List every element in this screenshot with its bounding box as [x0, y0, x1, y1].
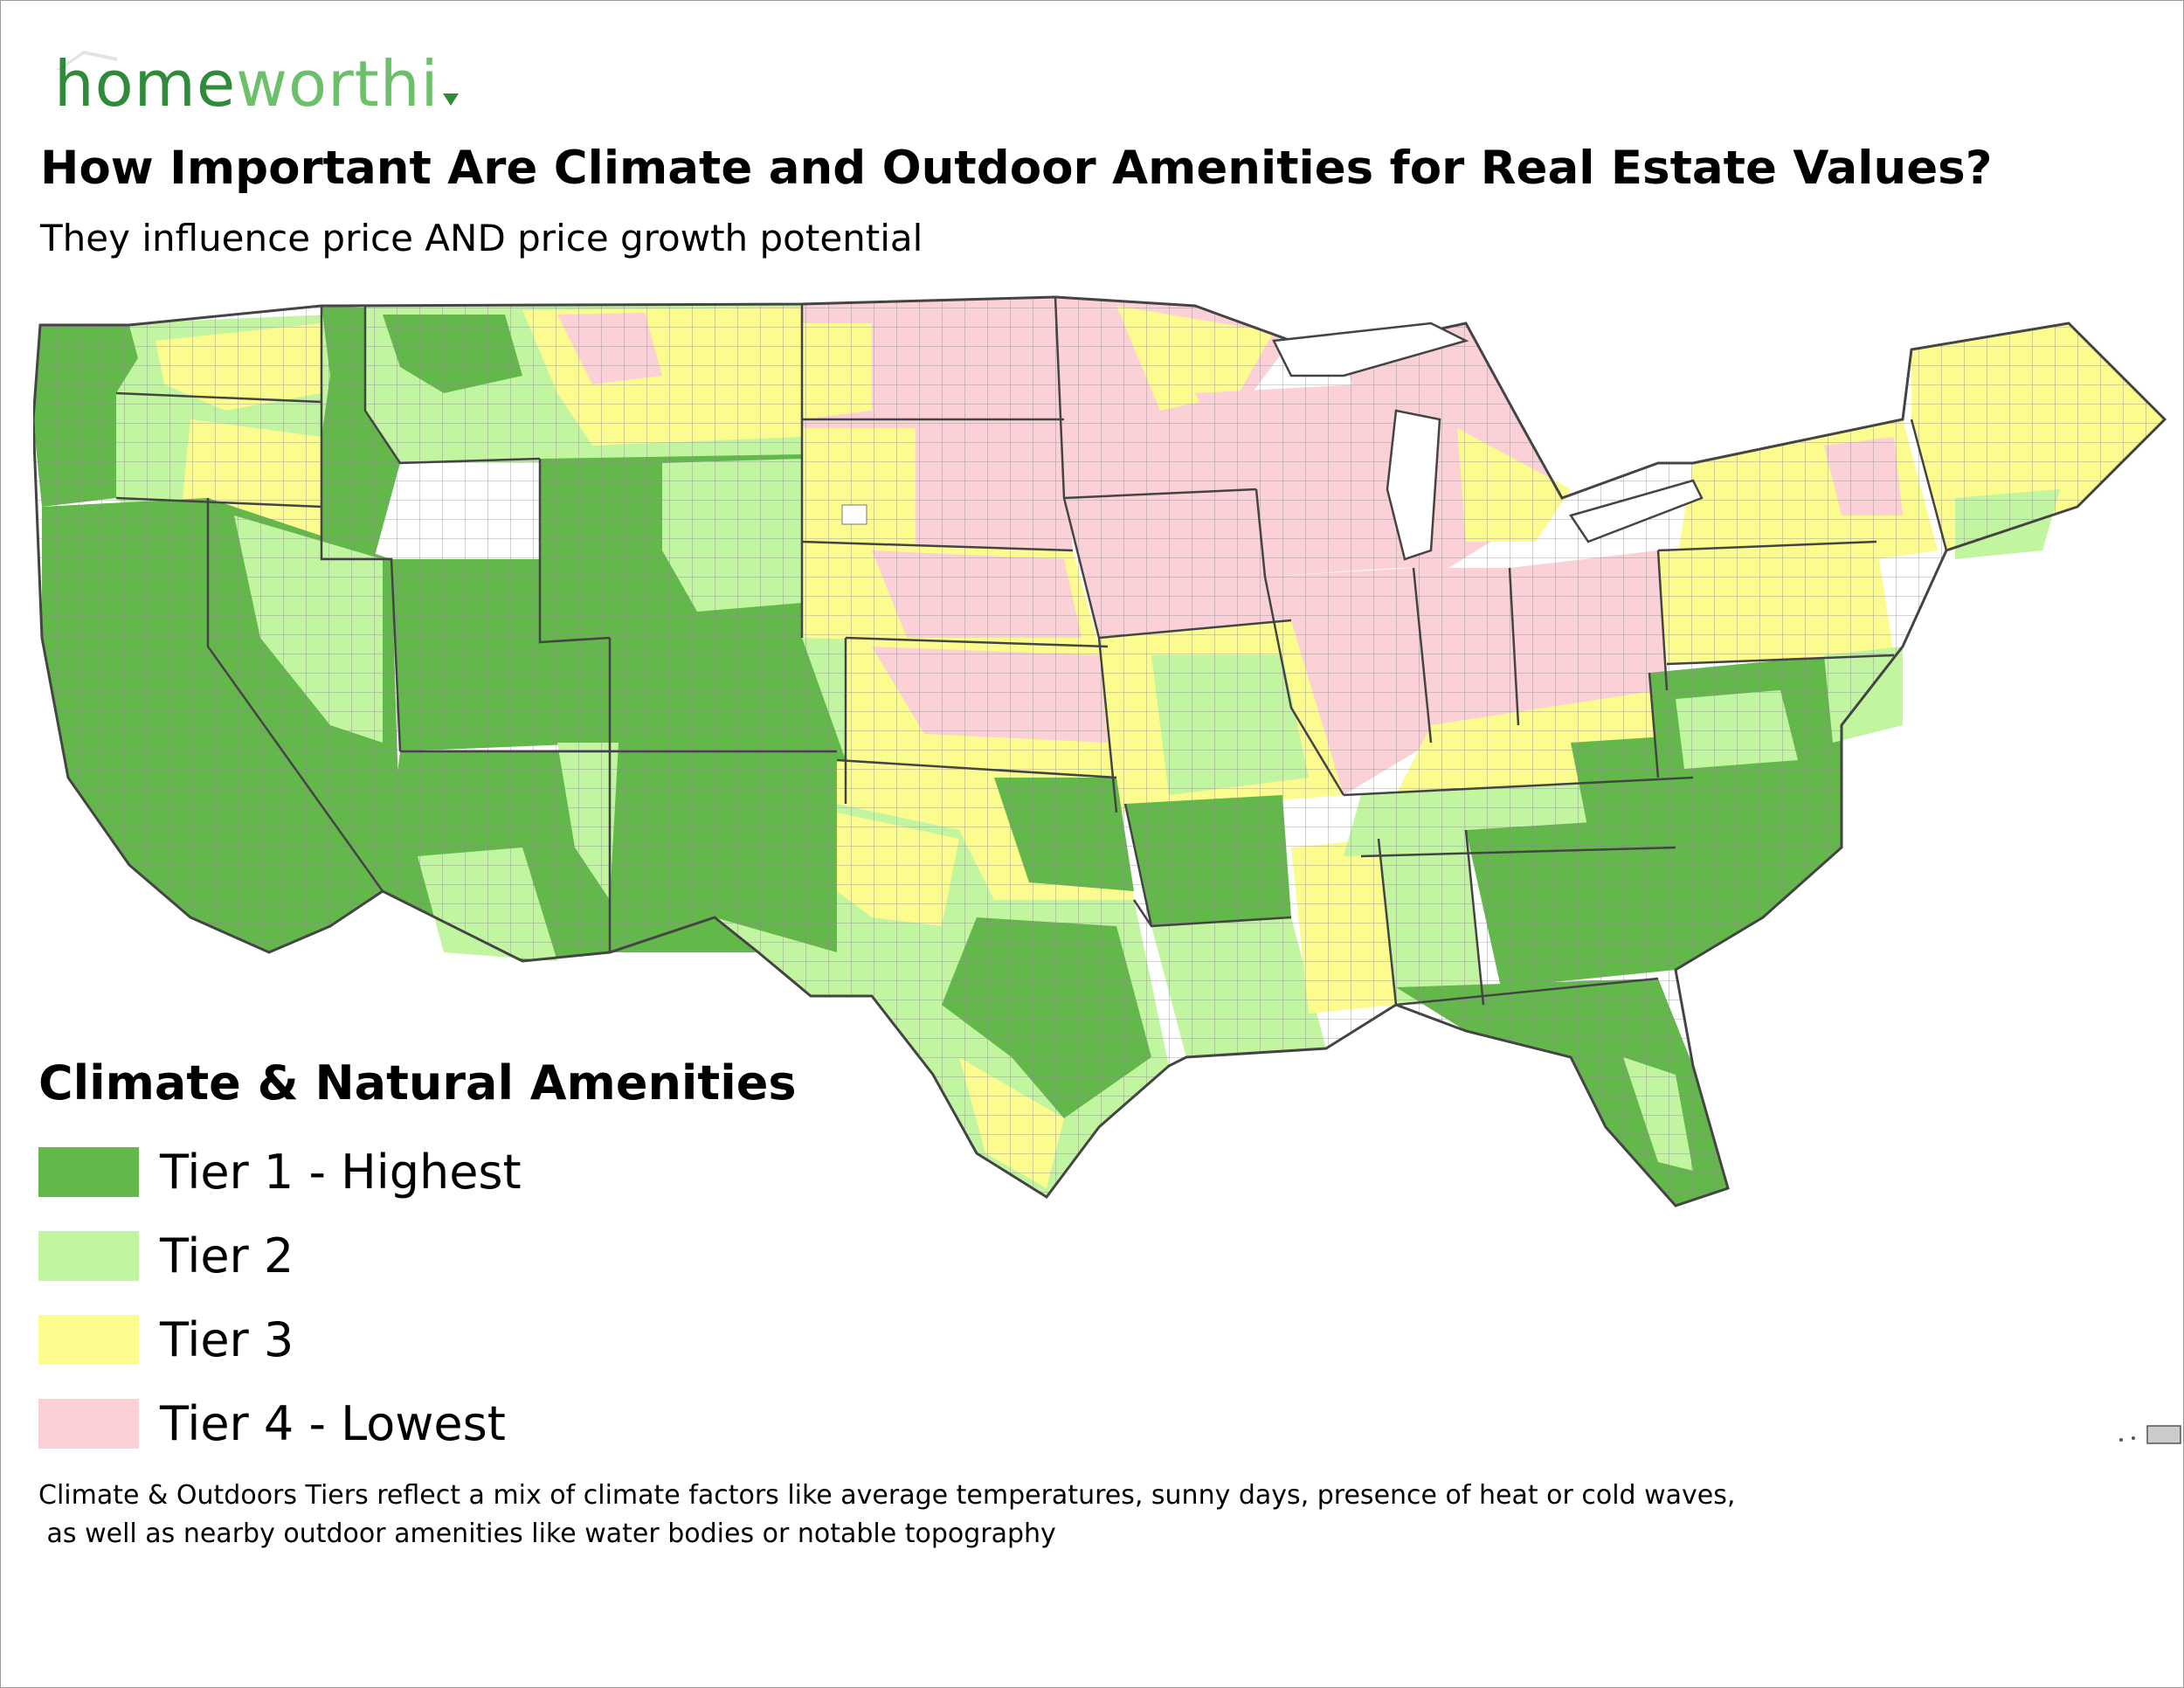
legend-swatch-tier3 — [38, 1314, 139, 1365]
legend-swatch-tier2 — [38, 1230, 139, 1281]
logo-arrow-icon — [442, 93, 459, 106]
page-title: How Important Are Climate and Outdoor Am… — [40, 142, 1993, 195]
us-outline — [33, 295, 2167, 1207]
map-legend: Climate & Natural Amenities Tier 1 - Hig… — [38, 1055, 796, 1465]
small-inset-map — [2119, 1425, 2181, 1444]
methodology-footnote: Climate & Outdoors Tiers reflect a mix o… — [38, 1480, 1736, 1549]
logo-text-worthi: worthi — [236, 47, 439, 121]
great-lakes — [1272, 322, 1704, 561]
legend-label-tier3: Tier 3 — [160, 1311, 294, 1367]
legend-swatch-tier1 — [38, 1146, 139, 1197]
legend-label-tier4: Tier 4 - Lowest — [160, 1395, 506, 1451]
logo-text-home: home — [54, 47, 237, 121]
lake-superior — [1272, 322, 1469, 377]
legend-item-tier2: Tier 2 — [38, 1214, 796, 1297]
us-county-map — [33, 295, 2167, 1207]
house-roof-icon — [56, 51, 117, 70]
legend-item-tier4: Tier 4 - Lowest — [38, 1381, 796, 1465]
page-subtitle: They influence price AND price growth po… — [40, 217, 923, 259]
legend-swatch-tier4 — [38, 1398, 139, 1449]
legend-title: Climate & Natural Amenities — [38, 1055, 797, 1110]
legend-item-tier3: Tier 3 — [38, 1297, 796, 1381]
legend-item-tier1: Tier 1 - Highest — [38, 1130, 796, 1214]
legend-label-tier2: Tier 2 — [160, 1228, 294, 1283]
state-borders — [115, 296, 1948, 1007]
no-data-county — [841, 504, 867, 525]
lake-erie — [1569, 479, 1704, 543]
legend-label-tier1: Tier 1 - Highest — [160, 1144, 522, 1200]
lake-michigan — [1386, 409, 1441, 561]
